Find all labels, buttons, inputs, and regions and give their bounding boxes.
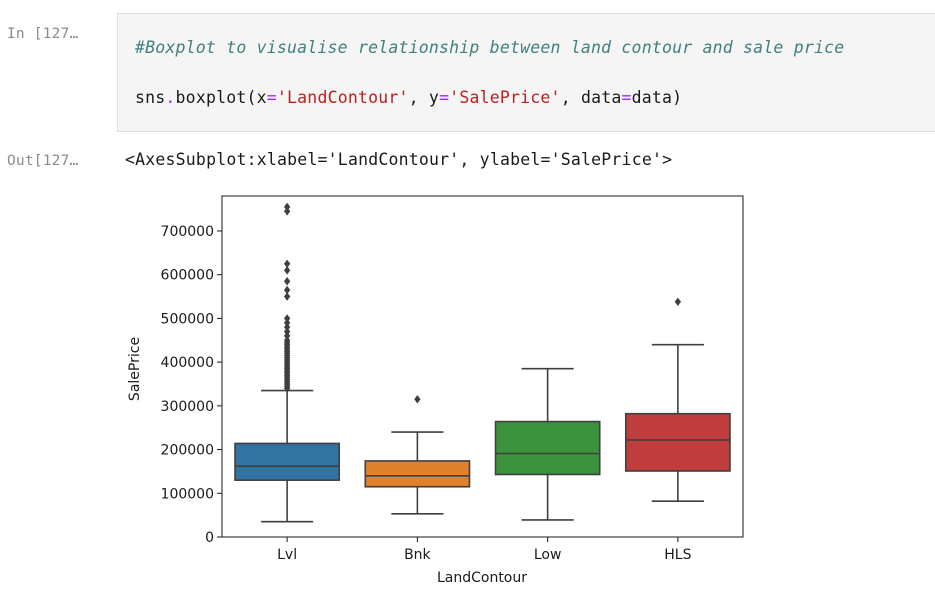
plot-frame [221, 195, 744, 538]
outlier-point [414, 395, 421, 404]
outlier-point [283, 336, 291, 345]
y-axis-label: SalePrice [127, 337, 143, 401]
y-tick-label: 700000 [161, 224, 214, 240]
code-token-dot: . [165, 88, 176, 107]
outlier-point [283, 327, 291, 336]
code-cell[interactable]: #Boxplot to visualise relationship betwe… [117, 13, 935, 132]
y-tick-label: 300000 [161, 399, 214, 415]
code-token-sep: , data [560, 88, 622, 107]
outlier-point [283, 314, 291, 323]
y-tick-label: 600000 [161, 268, 214, 284]
x-tick-label: Lvl [277, 547, 297, 563]
y-tick-label: 500000 [161, 311, 214, 327]
code-token-string: 'LandContour' [276, 88, 409, 107]
y-tick-label: 0 [205, 530, 214, 546]
x-tick-label: Low [534, 547, 562, 563]
outlier-point [283, 207, 291, 216]
box-low [494, 420, 601, 476]
input-prompt: In [127… [7, 26, 79, 42]
outlier-point [283, 285, 291, 295]
y-tick-label: 200000 [161, 443, 214, 459]
outlier-point [283, 292, 291, 301]
code-token-eq: = [439, 88, 450, 107]
output-prompt: Out[127… [7, 153, 79, 169]
outlier-point [283, 266, 291, 275]
outlier-point [283, 202, 291, 212]
x-tick-label: HLS [664, 547, 691, 563]
x-axis-label: LandContour [437, 570, 527, 586]
outlier-point [283, 277, 291, 286]
code-comment: #Boxplot to visualise relationship betwe… [135, 38, 845, 57]
y-tick-label: 100000 [161, 486, 214, 502]
code-token-arg: data) [631, 88, 683, 107]
code-token-eq: = [621, 88, 632, 107]
outlier-point [283, 259, 291, 268]
output-repr: <AxesSubplot:xlabel='LandContour', ylabe… [125, 150, 673, 169]
code-token-method: boxplot(x [175, 88, 267, 107]
code-line: sns.boxplot(x='LandContour', y='SalePric… [135, 88, 682, 107]
outlier-point [674, 297, 682, 306]
code-token-module: sns [135, 88, 166, 107]
box-bnk [364, 460, 471, 488]
code-token-string: 'SalePrice' [449, 88, 561, 107]
y-tick-label: 400000 [161, 355, 214, 371]
box-lvl [234, 442, 341, 481]
x-tick-label: Bnk [404, 547, 431, 563]
outlier-point [283, 322, 291, 332]
outlier-point [283, 331, 291, 341]
box-hls [624, 412, 731, 472]
code-token-sep: , y [408, 88, 440, 107]
code-token-eq: = [266, 88, 277, 107]
outlier-point [283, 318, 291, 327]
